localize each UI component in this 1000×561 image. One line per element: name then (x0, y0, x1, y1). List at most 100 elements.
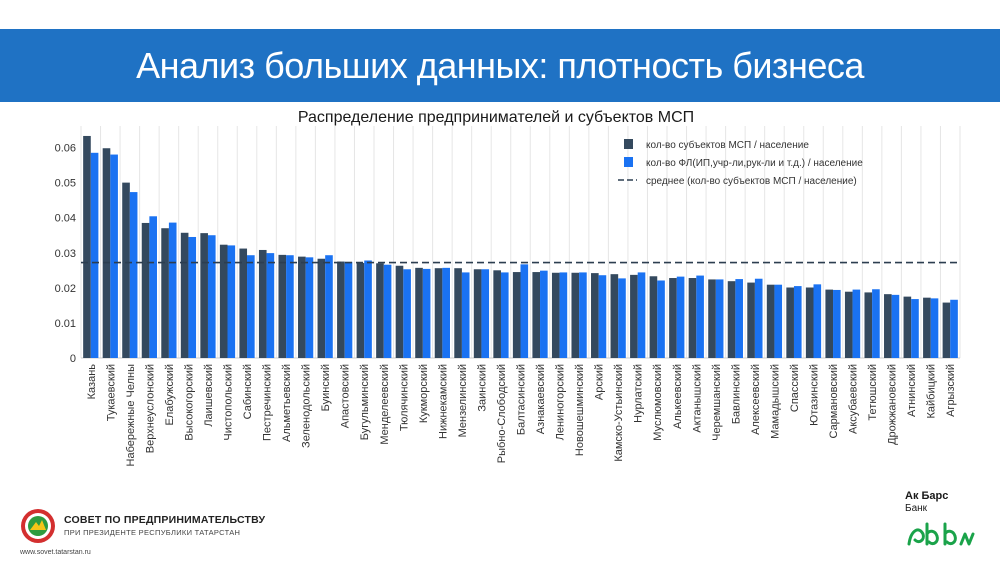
x-tick-label: Спасский (789, 364, 801, 412)
x-tick-label: Азнакаевский (535, 364, 547, 434)
bar-series-1 (239, 248, 248, 358)
org-subtitle: ПРИ ПРЕЗИДЕНТЕ РЕСПУБЛИКИ ТАТАРСТАН (64, 528, 241, 537)
bar-series-2 (676, 276, 685, 358)
bars (83, 135, 958, 358)
bar-series-1 (610, 274, 619, 358)
bar-series-1 (298, 256, 306, 358)
x-tick-label: Алексеевский (750, 364, 762, 435)
bar-series-1 (591, 273, 599, 358)
x-tick-label: Буинский (320, 364, 332, 411)
bar-series-1 (317, 258, 326, 358)
title-banner: Анализ больших данных: плотность бизнеса (0, 29, 1000, 102)
bar-series-2 (657, 280, 665, 358)
legend: кол-во субъектов МСП / население кол-во … (618, 139, 863, 187)
x-tick-label: Сармановский (828, 364, 840, 439)
bar-series-2 (598, 275, 607, 358)
bar-series-1 (825, 289, 834, 358)
x-tick-label: Муслюмовский (652, 364, 664, 441)
bar-series-2 (207, 235, 216, 358)
bar-series-2 (481, 269, 490, 358)
bar-series-2 (950, 299, 958, 358)
x-tick-label: Бавлинский (730, 364, 742, 424)
bank-subtitle: Банк (905, 503, 928, 514)
bar-series-1 (493, 270, 501, 358)
bar-series-2 (383, 264, 392, 358)
bar-series-2 (540, 270, 548, 358)
bar-series-2 (500, 272, 509, 358)
bar-series-2 (247, 255, 255, 358)
bar-series-1 (356, 262, 365, 358)
bar-series-1 (102, 148, 111, 358)
bar-series-2 (364, 260, 372, 358)
chart-title: Распределение предпринимателей и субъект… (298, 109, 694, 126)
bar-series-1 (688, 278, 697, 358)
x-tick-label: Аксубаевский (848, 364, 860, 434)
bar-series-1 (923, 297, 931, 358)
legend-label-3: среднее (кол-во субъектов МСП / населени… (646, 175, 857, 187)
bar-series-2 (129, 192, 138, 358)
x-tick-label: Агрызский (945, 364, 957, 417)
bar-series-1 (766, 284, 775, 358)
x-tick-label: Сабинский (242, 364, 254, 419)
legend-swatch-2 (624, 157, 633, 167)
bar-series-2 (149, 216, 157, 358)
bar-series-1 (571, 272, 580, 358)
bar-series-1 (532, 272, 541, 358)
x-tick-label: Елабужский (164, 364, 176, 426)
y-tick-label: 0.01 (55, 318, 76, 330)
bar-series-2 (168, 222, 177, 358)
x-tick-label: Кайбицкий (926, 364, 938, 419)
x-tick-label: Высокогорский (183, 364, 195, 441)
bar-series-1 (844, 291, 853, 358)
bar-series-2 (461, 272, 470, 358)
bar-series-2 (325, 255, 333, 358)
bar-series-1 (747, 282, 755, 358)
x-tick-label: Черемшанский (711, 364, 723, 441)
website-link[interactable]: www.sovet.tatarstan.ru (20, 549, 91, 556)
x-tick-label: Зеленодольский (301, 364, 313, 448)
x-tick-label: Атнинский (906, 364, 918, 417)
legend-label-1: кол-во субъектов МСП / население (646, 139, 809, 151)
x-tick-label: Ютазинский (809, 364, 821, 426)
page-title: Анализ больших данных: плотность бизнеса (136, 45, 864, 86)
bar-series-1 (278, 254, 287, 358)
x-tick-label: Менделеевский (379, 364, 391, 445)
bar-series-2 (442, 267, 450, 358)
bar-series-1 (180, 232, 189, 358)
bar-series-1 (395, 265, 404, 358)
x-tick-label: Лаишевский (203, 364, 215, 427)
bar-series-1 (200, 233, 208, 358)
bar-series-1 (727, 281, 736, 358)
bar-series-2 (188, 236, 197, 358)
bar-series-1 (141, 222, 150, 358)
bar-series-2 (715, 279, 724, 358)
bar-series-1 (161, 228, 169, 358)
bar-series-1 (258, 249, 267, 358)
y-tick-label: 0.05 (55, 178, 76, 190)
bar-series-1 (649, 276, 658, 358)
bar-series-2 (774, 284, 783, 358)
council-branding: СОВЕТ ПО ПРЕДПРИНИМАТЕЛЬСТВУ ПРИ ПРЕЗИДЕ… (20, 505, 320, 556)
bar-series-2 (833, 289, 841, 358)
bank-branding: Ак Барс Банк (905, 490, 985, 550)
legend-label-2: кол-во ФЛ(ИП,учр-ли,рук-ли и т.д.) / нас… (646, 158, 863, 169)
x-tick-label: Апастовский (340, 364, 352, 428)
x-tick-label: Тукаевский (105, 364, 117, 421)
bar-series-1 (630, 274, 638, 358)
x-tick-label: Тюлячинский (398, 364, 410, 431)
x-tick-label: Тетюшский (867, 364, 879, 421)
x-tick-label: Арский (594, 364, 606, 400)
x-tick-label: Казань (86, 364, 98, 400)
x-tick-label: Пестречинский (262, 364, 274, 441)
bar-series-2 (754, 278, 763, 358)
y-tick-label: 0 (70, 353, 76, 365)
org-name: СОВЕТ ПО ПРЕДПРИНИМАТЕЛЬСТВУ (64, 514, 266, 526)
y-axis-ticks: 0 0.01 0.02 0.03 0.04 0.05 0.06 (55, 143, 76, 365)
bar-series-1 (805, 287, 814, 358)
bar-series-2 (813, 284, 822, 358)
bar-series-2 (110, 154, 118, 358)
x-tick-label: Альметьевский (281, 364, 293, 442)
x-tick-label: Чистопольский (223, 364, 235, 441)
bank-name: Ак Барс (905, 490, 949, 502)
tatarstan-emblem-icon (21, 509, 55, 543)
